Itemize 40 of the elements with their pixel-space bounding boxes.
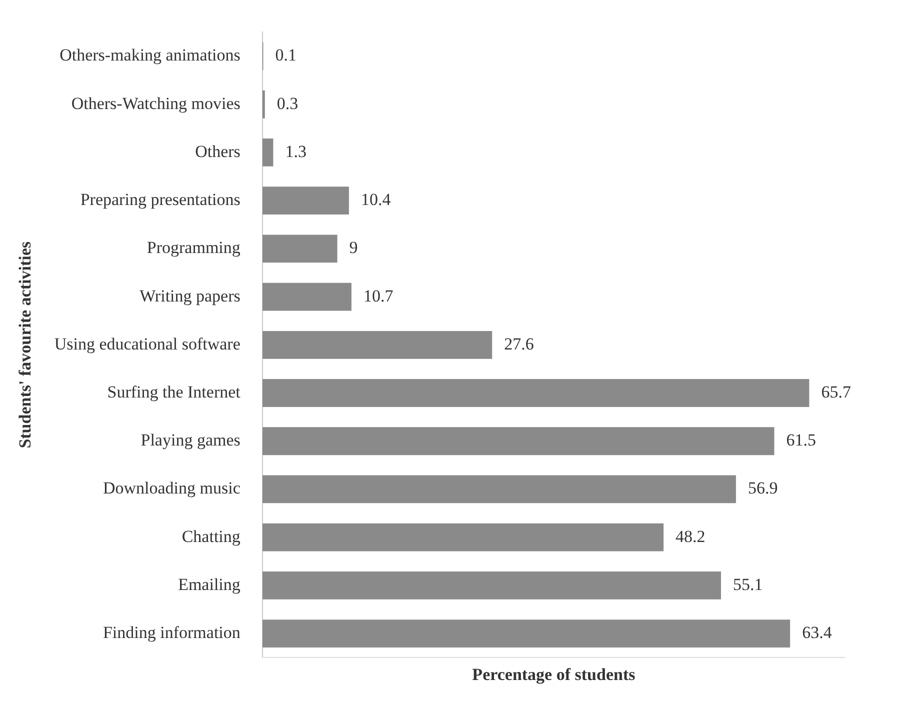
data-label: 0.3: [276, 94, 298, 113]
bar: [262, 282, 352, 311]
data-label: 0.1: [275, 46, 296, 65]
bar: [262, 186, 349, 215]
bar: [262, 234, 338, 263]
y-axis-title: Students' favourite activities: [16, 241, 35, 448]
bar: [262, 427, 774, 456]
data-label: 55.1: [732, 574, 763, 594]
data-label: 27.6: [504, 334, 534, 354]
bar: [262, 90, 265, 118]
bar: [262, 620, 790, 648]
data-label: 65.7: [821, 382, 852, 402]
y-tick-label: Surfing the Internet: [107, 382, 241, 402]
y-tick-label: Writing papers: [140, 286, 240, 306]
bar: [262, 571, 721, 600]
data-label: 63.4: [802, 623, 832, 642]
bar: [262, 330, 492, 359]
y-tick-label: Using educational software: [54, 334, 240, 354]
data-label: 48.2: [676, 526, 706, 546]
y-tick-label: Programming: [146, 238, 241, 258]
bar: [262, 138, 274, 166]
bar: [262, 475, 736, 504]
data-label: 10.4: [360, 190, 392, 210]
y-tick-label: Finding information: [102, 623, 241, 642]
bar: [262, 523, 664, 552]
y-tick-label: Others-making animations: [60, 46, 240, 65]
y-tick-label: Others: [195, 142, 240, 161]
y-tick-label: Chatting: [182, 526, 241, 546]
data-label: 56.9: [748, 478, 778, 498]
data-label: 9: [349, 238, 358, 258]
y-tick-label: Preparing presentations: [80, 190, 240, 210]
x-axis-title: Percentage of students: [472, 665, 636, 684]
data-label: 10.7: [363, 286, 394, 306]
y-tick-label: Others-Watching movies: [71, 94, 240, 113]
y-tick-label: Emailing: [178, 574, 241, 594]
data-label: 61.5: [786, 430, 816, 450]
data-label: 1.3: [285, 142, 306, 161]
bar: [262, 379, 810, 407]
y-tick-label: Playing games: [140, 430, 240, 450]
y-tick-label: Downloading music: [102, 478, 241, 498]
